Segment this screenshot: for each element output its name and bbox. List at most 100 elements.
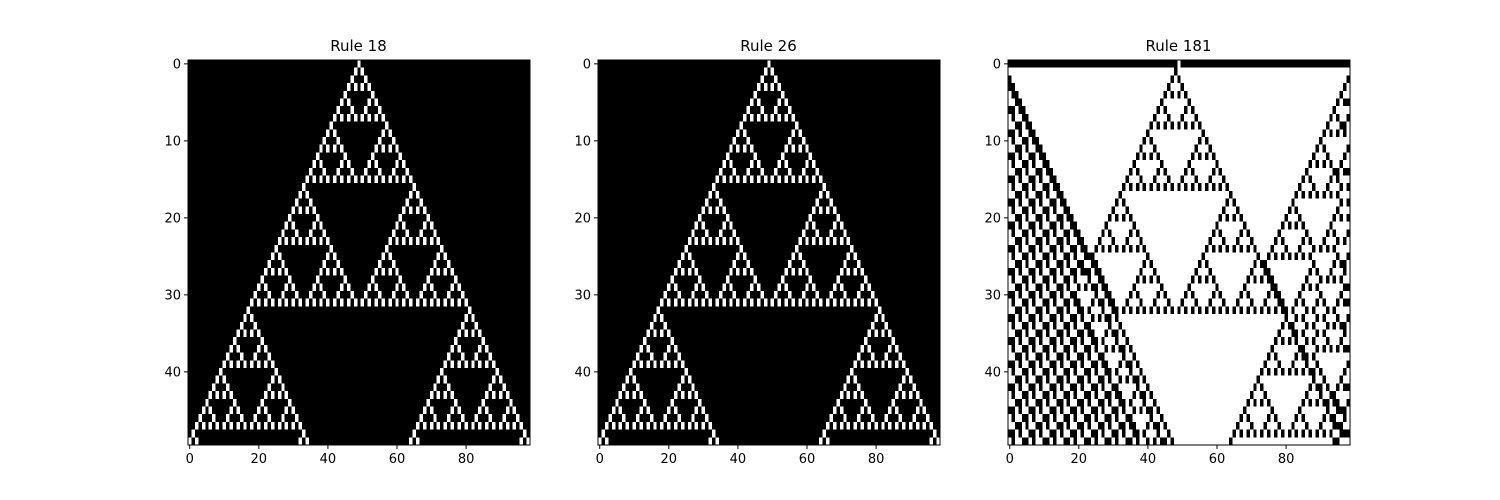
heatmap-cell — [1239, 206, 1288, 214]
heatmap-cell — [1077, 314, 1081, 322]
heatmap-cell — [1267, 360, 1278, 368]
heatmap-cell — [1042, 306, 1046, 315]
heatmap-cell — [1301, 406, 1326, 415]
heatmap-cell — [305, 437, 309, 445]
heatmap-cell — [519, 421, 524, 430]
heatmap-cell — [1215, 229, 1219, 238]
heatmap-cell — [305, 298, 309, 307]
heatmap-cell — [1090, 267, 1095, 276]
heatmap-cell — [1332, 113, 1337, 122]
heatmap-cell — [1125, 352, 1133, 361]
heatmap-cell — [1063, 237, 1067, 245]
heatmap-cell — [1056, 221, 1060, 230]
heatmap-cell — [1239, 421, 1250, 430]
heatmap-cell — [201, 421, 206, 430]
heatmap-cell — [743, 298, 747, 307]
heatmap-cell — [680, 298, 685, 307]
heatmap-cell — [1315, 260, 1333, 268]
heatmap-cell — [264, 421, 268, 430]
heatmap-cell — [1008, 137, 1012, 145]
heatmap-cell — [1104, 229, 1109, 238]
heatmap-cell — [447, 352, 451, 361]
heatmap-cell — [646, 406, 650, 415]
heatmap-cell — [694, 221, 699, 230]
heatmap-cell — [471, 360, 475, 368]
heatmap-cell — [333, 144, 337, 153]
heatmap-cell — [1346, 260, 1350, 268]
heatmap-cell — [395, 144, 399, 153]
heatmap-cell — [485, 421, 489, 430]
heatmap-cell — [239, 321, 244, 330]
heatmap-cell — [850, 368, 854, 376]
heatmap-cell — [1032, 121, 1150, 130]
heatmap-cell — [1339, 167, 1344, 176]
heatmap-cell — [1166, 167, 1185, 176]
heatmap-cell — [763, 83, 768, 91]
heatmap-cell — [1263, 429, 1268, 438]
heatmap-cell — [774, 106, 778, 114]
heatmap-cell — [663, 291, 668, 299]
heatmap-cell — [777, 298, 782, 307]
heatmap-cell — [360, 67, 365, 76]
heatmap-cell — [1118, 414, 1126, 422]
heatmap-cell — [1346, 237, 1350, 245]
heatmap-cell — [1042, 190, 1046, 199]
heatmap-cell — [1021, 129, 1029, 137]
heatmap-cell — [250, 314, 254, 322]
heatmap-cell — [257, 344, 261, 353]
heatmap-cell — [267, 291, 271, 299]
chart-title: Rule 26 — [740, 37, 797, 55]
heatmap-cell — [1014, 298, 1022, 307]
heatmap-cell — [1021, 121, 1026, 130]
heatmap-cell — [791, 144, 795, 153]
heatmap-cell — [208, 421, 213, 430]
heatmap-cell — [1329, 275, 1333, 284]
heatmap-cell — [1298, 190, 1302, 199]
heatmap-cell — [250, 329, 254, 338]
heatmap-cell — [457, 329, 461, 338]
heatmap-cell — [1122, 190, 1230, 199]
heatmap-cell — [1042, 221, 1050, 230]
heatmap-cell — [1021, 383, 1029, 392]
heatmap-cell — [1339, 398, 1347, 407]
heatmap-cell — [1077, 414, 1084, 422]
heatmap-cell — [1222, 183, 1226, 191]
heatmap-cell — [1101, 237, 1112, 245]
heatmap-cell — [750, 160, 754, 168]
heatmap-cell — [646, 360, 650, 368]
heatmap-cell — [381, 113, 385, 122]
heatmap-cell — [1263, 398, 1268, 407]
heatmap-cell — [492, 391, 496, 399]
heatmap-cell — [257, 298, 261, 307]
heatmap-cell — [805, 298, 809, 307]
heatmap-cell — [1021, 306, 1026, 315]
heatmap-cell — [1014, 414, 1022, 422]
heatmap-cell — [474, 352, 479, 361]
heatmap-cell — [639, 360, 643, 368]
heatmap-cell — [288, 214, 292, 222]
heatmap-cell — [660, 314, 664, 322]
heatmap-cell — [236, 329, 240, 338]
heatmap-cell — [718, 229, 723, 238]
heatmap-cell — [1187, 90, 1340, 99]
heatmap-cell — [1318, 329, 1323, 338]
heatmap-cell — [777, 283, 782, 291]
heatmap-cell — [729, 237, 733, 245]
heatmap-cell — [1343, 275, 1350, 284]
heatmap-cell — [729, 175, 733, 184]
heatmap-cell — [364, 291, 368, 299]
heatmap-cell — [1139, 167, 1157, 176]
heatmap-cell — [1014, 175, 1019, 184]
heatmap-cell — [1267, 298, 1278, 307]
heatmap-cell — [1336, 414, 1344, 422]
heatmap-cell — [839, 283, 844, 291]
heatmap-cell — [505, 391, 510, 399]
heatmap-cell — [1201, 306, 1205, 315]
heatmap-cell — [353, 83, 358, 91]
heatmap-cell — [1139, 383, 1147, 392]
heatmap-cell — [1236, 306, 1240, 315]
heatmap-cell — [1180, 306, 1185, 315]
heatmap-cell — [743, 113, 747, 122]
heatmap-cell — [784, 267, 788, 276]
heatmap-cell — [346, 160, 351, 168]
